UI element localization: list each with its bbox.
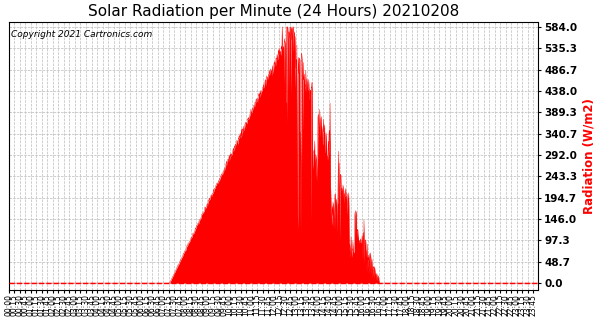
Title: Solar Radiation per Minute (24 Hours) 20210208: Solar Radiation per Minute (24 Hours) 20… — [88, 4, 459, 19]
Y-axis label: Radiation (W/m2): Radiation (W/m2) — [583, 98, 596, 214]
Text: Copyright 2021 Cartronics.com: Copyright 2021 Cartronics.com — [11, 30, 152, 39]
